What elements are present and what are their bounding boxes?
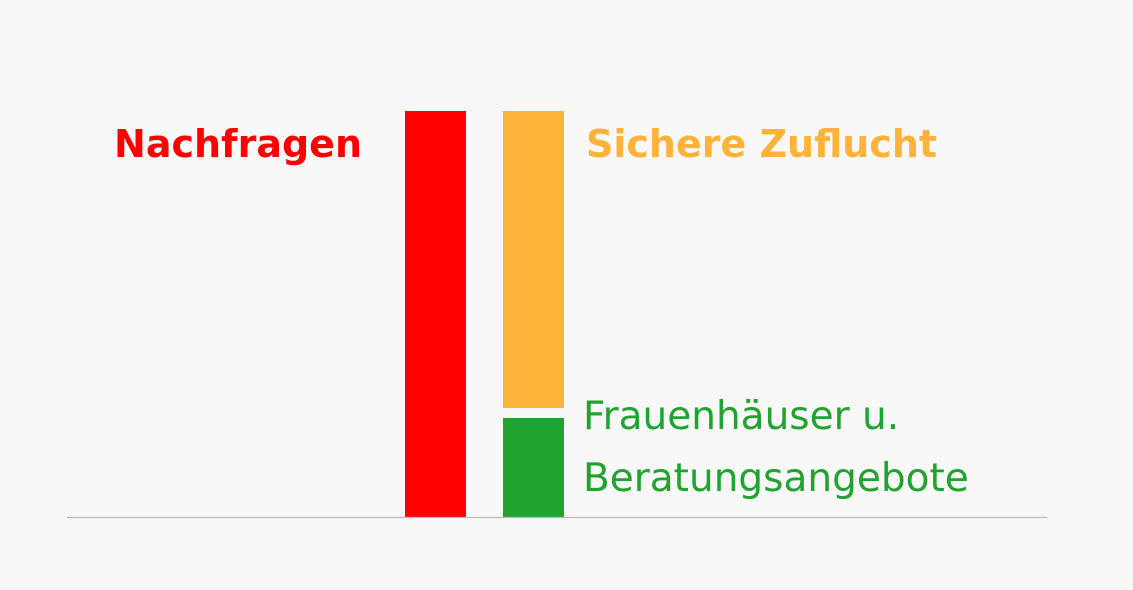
label-frauenhaeuser-line-1: Frauenhäuser u. <box>583 394 899 439</box>
label-nachfragen: Nachfragen <box>114 122 362 166</box>
label-sichere-zuflucht: Sichere Zuflucht <box>586 122 937 166</box>
bar-segment-sichere-zuflucht <box>503 111 564 408</box>
bar-nachfragen <box>405 111 466 517</box>
label-frauenhaeuser-line-2: Beratungsangebote <box>583 456 969 501</box>
bar-segment-frauenhaeuser <box>503 418 564 517</box>
